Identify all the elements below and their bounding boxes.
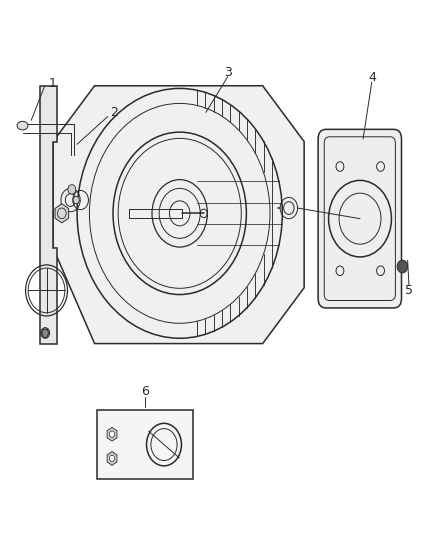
Polygon shape [53,86,304,344]
Ellipse shape [17,122,28,130]
Bar [97,410,193,479]
Circle shape [68,184,76,194]
Text: 4: 4 [368,71,376,84]
Text: 2: 2 [110,106,118,119]
Circle shape [397,260,408,273]
Circle shape [41,328,49,338]
Text: 3: 3 [224,66,232,79]
Circle shape [110,431,115,438]
Polygon shape [55,204,69,223]
FancyBboxPatch shape [318,130,402,308]
Polygon shape [40,86,57,344]
Text: 1: 1 [49,77,57,90]
Circle shape [110,455,115,462]
Polygon shape [107,451,117,465]
Polygon shape [107,427,117,441]
Text: 6: 6 [141,385,149,398]
Circle shape [73,196,79,204]
Text: 5: 5 [405,284,413,297]
